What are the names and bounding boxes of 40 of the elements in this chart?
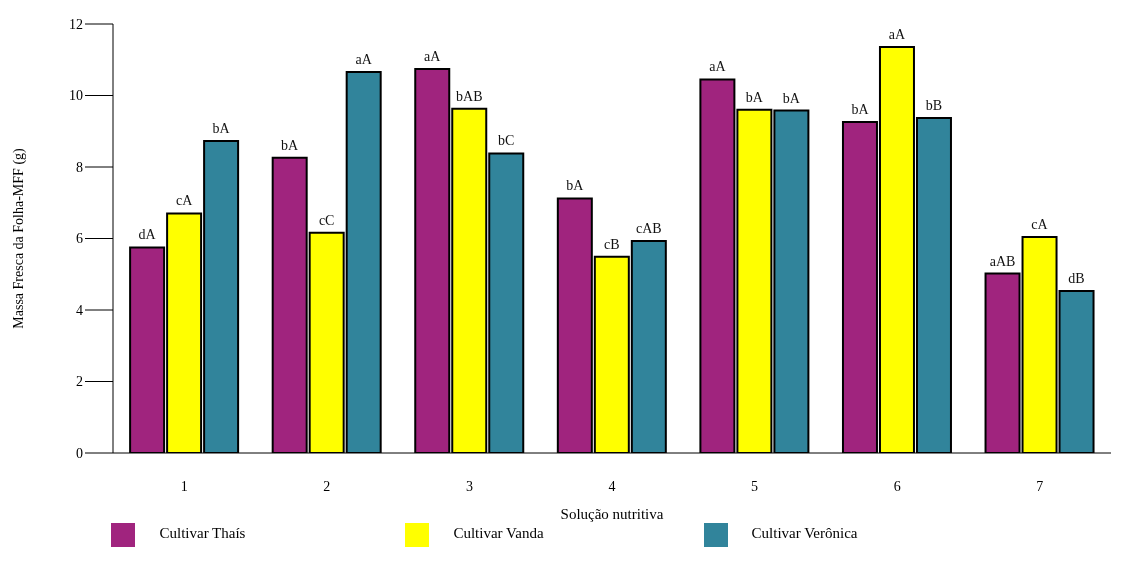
data-label: bB [925, 98, 943, 114]
data-label: dB [1068, 271, 1085, 287]
data-label: bA [745, 89, 764, 105]
data-label: aA [424, 49, 442, 65]
y-tick-label: 6 [76, 231, 83, 247]
data-label: aAB [989, 253, 1016, 269]
data-label: bA [782, 90, 801, 106]
data-label: bA [281, 137, 300, 153]
y-tick-label: 4 [76, 302, 83, 318]
data-label: bA [851, 101, 870, 117]
data-label: dA [138, 227, 157, 243]
x-tick-label: 5 [751, 478, 759, 494]
data-label: aA [888, 26, 907, 42]
x-tick-label: 2 [323, 478, 331, 494]
x-tick-label: 1 [180, 478, 188, 494]
y-tick-label: 10 [69, 88, 83, 104]
legend-label: Cultivar Vanda [453, 525, 544, 542]
x-tick-label: 7 [1036, 478, 1044, 494]
data-label: aA [709, 59, 727, 75]
x-axis-title: Solução nutritiva [560, 506, 664, 522]
y-axis-title: Massa Fresca da Folha-MFF (g) [10, 147, 27, 329]
data-label: cA [1031, 217, 1049, 233]
data-label: cC [318, 212, 335, 228]
y-tick-label: 2 [76, 374, 83, 390]
data-label: cB [604, 236, 620, 252]
data-label: cA [175, 193, 194, 209]
x-tick-label: 3 [465, 478, 473, 494]
legend-label: Cultivar Thaís [159, 525, 246, 542]
data-label: bC [498, 133, 515, 149]
y-tick-label: 0 [76, 445, 83, 461]
x-tick-label: 4 [608, 478, 616, 494]
x-tick-label: 6 [893, 478, 901, 494]
data-label: cAB [635, 221, 662, 236]
data-label: bA [212, 120, 231, 136]
data-label: bA [566, 178, 585, 194]
data-label: aA [355, 51, 373, 67]
y-tick-label: 8 [76, 159, 83, 175]
legend-label: Cultivar Verônica [751, 525, 858, 542]
data-label: bAB [456, 88, 483, 104]
y-tick-label: 12 [69, 16, 83, 32]
